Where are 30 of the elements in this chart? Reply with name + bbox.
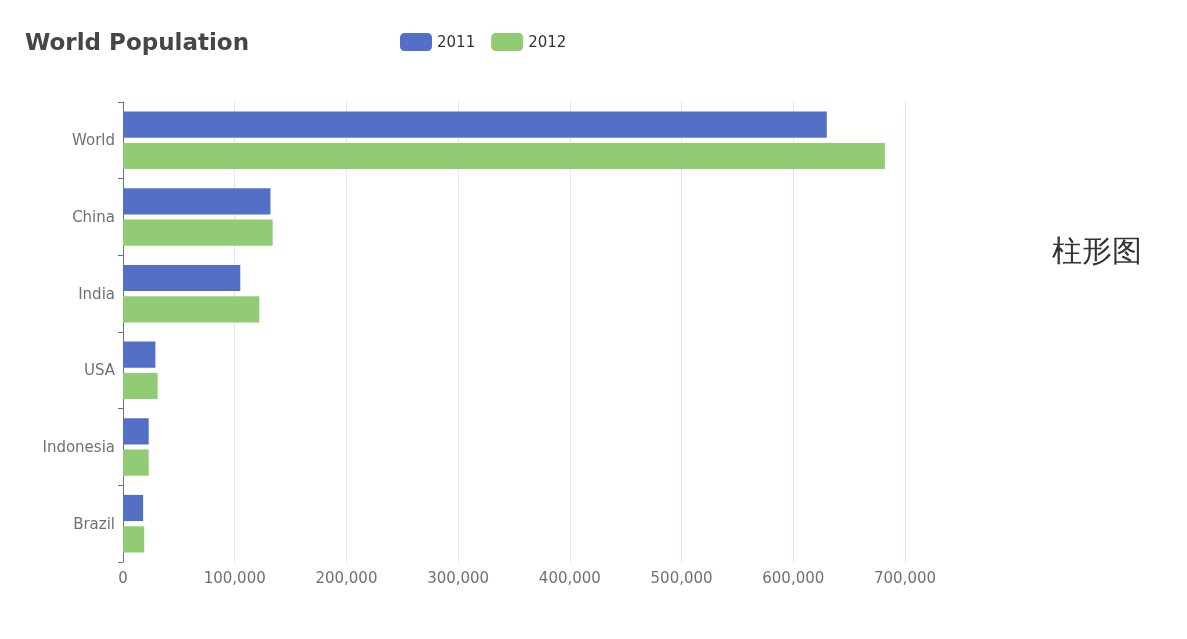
bar: [123, 494, 144, 522]
x-tick-label: 100,000: [203, 568, 266, 587]
x-tick-label: 700,000: [873, 568, 937, 587]
text: 柱形图: [1052, 232, 1142, 268]
y-tick-label: India: [78, 284, 115, 303]
bar: [123, 341, 156, 368]
y-tick-label: China: [72, 208, 115, 226]
x-tick-label: 200,000: [315, 568, 378, 587]
legend-label: 2012: [528, 33, 567, 51]
bar: [123, 526, 145, 553]
bar: [123, 142, 885, 170]
x-tick-label: 400,000: [538, 568, 601, 587]
bar: [123, 111, 827, 138]
y-tick-label: Brazil: [73, 514, 115, 533]
bar: [123, 219, 273, 246]
bar: [123, 372, 158, 400]
x-tick-label: 500,000: [650, 568, 713, 587]
x-tick-label: 300,000: [427, 568, 490, 587]
x-tick-label: 600,000: [762, 568, 825, 587]
bar: [123, 264, 241, 292]
bar: [123, 418, 149, 445]
bar: [123, 449, 149, 476]
chart-title: World Population: [25, 28, 250, 55]
legend-label: 2011: [437, 33, 476, 51]
bar: [123, 188, 271, 215]
y-tick-label: USA: [83, 361, 116, 380]
x-tick-label: 0: [118, 568, 128, 587]
bar: [123, 296, 260, 323]
y-tick-label: World: [72, 131, 115, 150]
y-tick-label: Indonesia: [42, 438, 115, 456]
